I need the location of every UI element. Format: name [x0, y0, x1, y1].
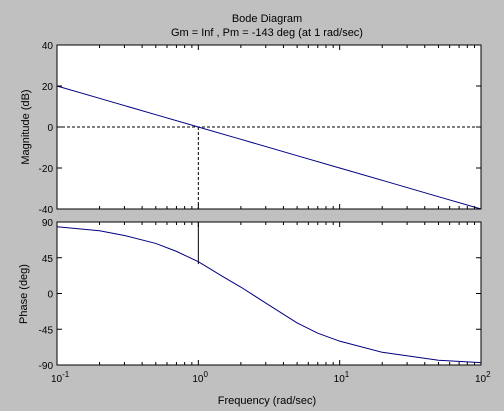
phase-y-axis-label: Phase (deg) [18, 264, 30, 324]
x-tick-label: 102 [475, 370, 491, 385]
phase-y-tick-label: 45 [42, 254, 54, 265]
magnitude-y-tick-label: 20 [42, 82, 54, 93]
magnitude-y-tick-label: 40 [42, 41, 54, 52]
phase-y-tick-label: -90 [39, 361, 54, 372]
magnitude-y-axis-label: Magnitude (dB) [20, 89, 32, 164]
magnitude-y-ticks: 40 20 0 -20 -40 [39, 41, 481, 216]
magnitude-y-tick-label: 0 [47, 123, 53, 134]
phase-y-tick-label: 90 [42, 218, 54, 229]
chart-title: Bode Diagram [232, 13, 302, 25]
magnitude-series-line [56, 85, 482, 210]
magnitude-panel: 40 20 0 -20 -40 Magnitude (dB) [20, 41, 482, 216]
chart-subtitle: Gm = Inf , Pm = -143 deg (at 1 rad/sec) [171, 27, 363, 39]
phase-panel: 90 45 0 -45 -90 Phase (deg) [18, 218, 482, 372]
frequency-x-ticks: 10-1 100 101 102 [51, 45, 491, 385]
phase-plot [56, 222, 482, 364]
magnitude-y-tick-label: -20 [39, 164, 54, 175]
x-axis-label: Frequency (rad/sec) [218, 395, 316, 407]
phase-y-tick-label: -45 [39, 325, 54, 336]
phase-series-line [56, 226, 482, 364]
x-tick-label: 10-1 [51, 370, 70, 385]
magnitude-y-tick-label: -40 [39, 205, 54, 216]
x-tick-label: 101 [334, 370, 350, 385]
phase-y-tick-label: 0 [47, 290, 53, 301]
magnitude-plot [56, 85, 482, 210]
phase-y-ticks: 90 45 0 -45 -90 [39, 218, 481, 372]
phase-axes-background [57, 222, 481, 365]
x-tick-label: 100 [192, 370, 208, 385]
